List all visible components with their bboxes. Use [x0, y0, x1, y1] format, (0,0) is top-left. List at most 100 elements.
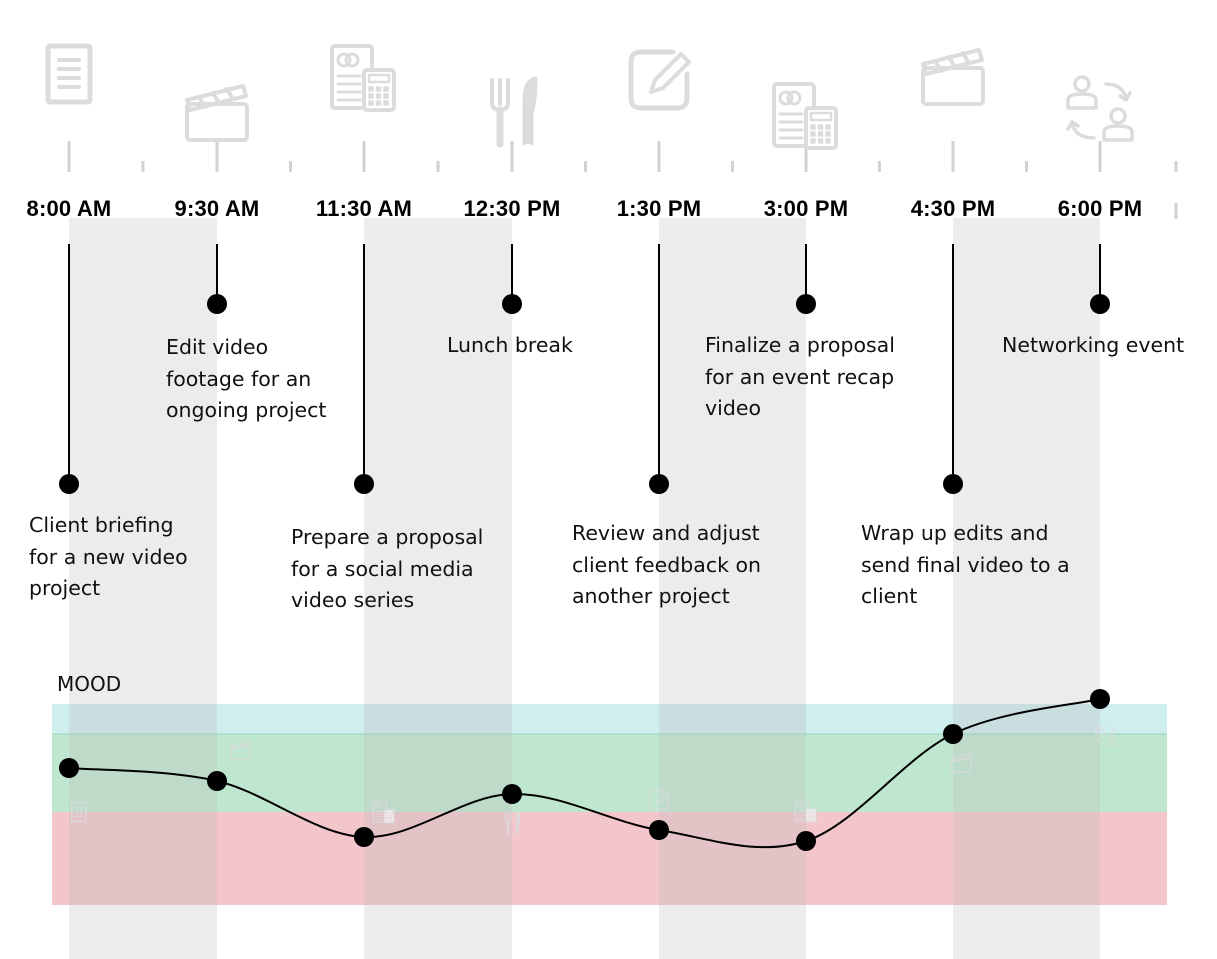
calculator-key	[385, 814, 388, 817]
calculator-key	[385, 819, 388, 822]
shaded-column	[953, 218, 1100, 959]
calculator-key	[387, 817, 390, 820]
calculator-key	[383, 100, 389, 106]
calculator-key	[817, 138, 824, 144]
calculator-key	[383, 86, 389, 92]
proposal-ring	[377, 803, 383, 809]
proposal-ring	[344, 52, 360, 68]
clapper-stripe	[958, 755, 963, 761]
calculator-key	[809, 816, 812, 819]
event-dot	[207, 294, 227, 314]
clapperboard-icon	[185, 84, 249, 142]
event-description: Networking event	[1002, 333, 1185, 357]
exchange-arrow	[1070, 122, 1096, 140]
time-label: 3:00 PM	[763, 196, 849, 221]
calculator-key	[375, 100, 382, 106]
person-head	[1109, 734, 1116, 741]
proposal-calculator-icon	[772, 82, 838, 150]
doc-sheet	[71, 801, 87, 823]
person-head	[1073, 75, 1091, 93]
event-dot	[354, 474, 374, 494]
mood-point	[502, 784, 522, 804]
clapper-top	[185, 84, 248, 112]
edit-pencil	[649, 52, 691, 94]
calculator-key	[375, 93, 382, 99]
networking-icon	[1094, 723, 1118, 746]
exchange-arrow	[1095, 739, 1105, 746]
proposal-ring	[786, 90, 802, 106]
proposal-ring	[796, 802, 802, 808]
calculator-screen	[809, 111, 833, 122]
event-description: Edit video footage for an ongoing projec…	[166, 335, 327, 422]
event-description: Lunch break	[447, 333, 573, 357]
clapper-stripe	[197, 95, 207, 109]
edit-icon	[648, 789, 670, 811]
proposal-ring	[799, 802, 805, 808]
clapper-stripe	[961, 51, 971, 65]
exchange-arrowhead	[1112, 728, 1117, 733]
calculator-key	[810, 131, 816, 137]
clapper-stripe	[933, 59, 943, 73]
document-icon	[45, 43, 93, 105]
event-dot	[796, 294, 816, 314]
mood-label: MOOD	[57, 672, 122, 696]
event-dot	[502, 294, 522, 314]
time-label: 8:00 AM	[26, 196, 112, 221]
exchange-arrow	[1107, 725, 1116, 732]
mood-point	[649, 820, 669, 840]
calculator-key	[810, 138, 816, 144]
calculator-key	[810, 124, 816, 130]
fork-knife-icon	[490, 76, 538, 148]
time-label: 12:30 PM	[463, 196, 561, 221]
calculator-key	[368, 86, 374, 92]
calculator-key	[812, 813, 815, 816]
calculator-key	[383, 93, 389, 99]
clapper-stripe	[954, 756, 958, 762]
edit-pencil	[655, 790, 670, 805]
exchange-arrowhead	[1118, 91, 1132, 102]
calculator-key	[375, 86, 382, 92]
document-icon	[71, 801, 87, 823]
calculator-key	[812, 816, 815, 819]
edit-box	[648, 789, 670, 811]
clapper-stripe	[211, 91, 221, 105]
calculator-key	[825, 138, 831, 144]
event-description: Prepare a proposal for a social media vi…	[291, 525, 484, 612]
event-dot	[943, 474, 963, 494]
calculator-key	[807, 818, 810, 821]
calculator-key	[817, 131, 824, 137]
time-label: 6:00 PM	[1057, 196, 1143, 221]
calculator-key	[390, 817, 393, 820]
event-description: Wrap up edits and send final video to a …	[861, 521, 1070, 608]
calculator-key	[817, 124, 824, 130]
proposal-calculator-icon	[794, 799, 817, 823]
networking-icon	[1066, 75, 1134, 142]
exchange-arrowhead	[1066, 120, 1080, 131]
calculator-key	[368, 100, 374, 106]
edit-icon	[628, 49, 691, 111]
mood-band-negative	[52, 812, 1167, 905]
clapper-stripe	[963, 754, 968, 759]
calculator-key	[807, 816, 810, 819]
person-head	[1096, 723, 1103, 730]
proposal-ring	[374, 803, 380, 809]
calculator-key	[390, 814, 393, 817]
exchange-arrowhead	[1094, 738, 1100, 743]
proposal-ring	[778, 90, 794, 106]
mood-point	[943, 724, 963, 744]
time-label: 9:30 AM	[174, 196, 260, 221]
event-description: Finalize a proposal for an event recap v…	[705, 333, 895, 420]
event-description: Client briefing for a new video project	[29, 513, 188, 600]
clapperboard-icon	[950, 753, 972, 773]
fork-knife-icon	[504, 810, 521, 835]
clapper-stripe	[234, 743, 238, 749]
calculator-key	[812, 818, 815, 821]
person-body	[1066, 92, 1098, 110]
event-dot	[1090, 294, 1110, 314]
knife-blade	[515, 810, 521, 835]
calculator-key	[807, 813, 810, 816]
time-label: 4:30 PM	[910, 196, 996, 221]
proposal-ring	[336, 52, 352, 68]
event-description: Review and adjust client feedback on ano…	[572, 521, 762, 608]
